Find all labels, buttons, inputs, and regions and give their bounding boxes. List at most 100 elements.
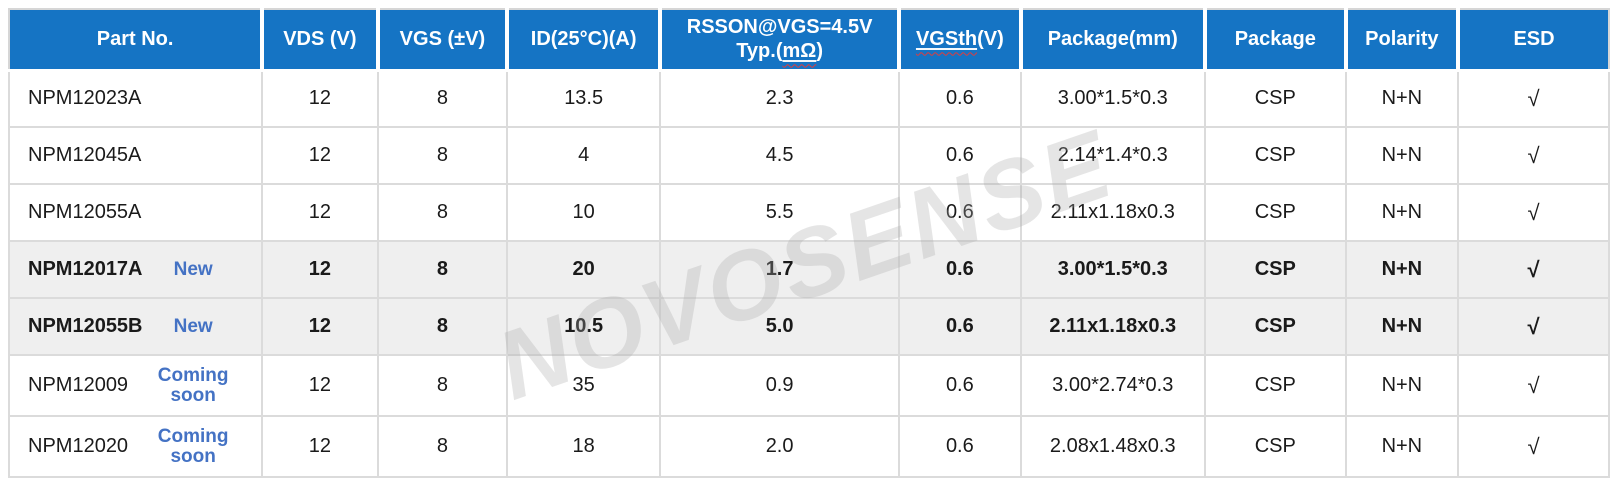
esd-checkmark: √ — [1457, 297, 1610, 356]
cell-package-mm: 3.00*1.5*0.3 — [1019, 240, 1206, 299]
cell-vgs: 8 — [376, 297, 509, 356]
cell-part-no: NPM12009 Coming soon — [7, 354, 264, 417]
cell-id: 4 — [506, 126, 662, 185]
cell-rsson: 2.0 — [659, 415, 901, 478]
part-number: NPM12017A — [28, 258, 143, 280]
coming-soon-badge: Coming soon — [157, 364, 229, 406]
cell-package: CSP — [1203, 415, 1347, 478]
rsson-typ-suffix: ) — [816, 40, 823, 63]
rsson-header-line2: Typ.(mΩ) — [666, 39, 893, 63]
part-number: NPM12055A — [28, 201, 142, 223]
cell-rsson: 0.9 — [659, 354, 901, 417]
rsson-header-line1: RSSON@VGS=4.5V — [686, 16, 873, 39]
rsson-typ-prefix: Typ.( — [736, 40, 783, 63]
cell-vds: 12 — [261, 415, 379, 478]
esd-checkmark: √ — [1457, 354, 1610, 417]
esd-checkmark: √ — [1457, 240, 1610, 299]
cell-vgs: 8 — [376, 415, 509, 478]
cell-rsson: 4.5 — [659, 126, 901, 185]
table-row-highlighted: NPM12055B New 12 8 10.5 5.0 0.6 2.11x1.18… — [7, 297, 1610, 356]
cell-polarity: N+N — [1344, 240, 1460, 299]
cell-part-no: NPM12017A New — [7, 240, 264, 299]
cell-vgs: 8 — [376, 240, 509, 299]
table-row-highlighted: NPM12017A New 12 8 20 1.7 0.6 3.00*1.5*0.… — [7, 240, 1610, 299]
cell-vgsth: 0.6 — [898, 415, 1022, 478]
parts-spec-table: Part No. VDS (V) VGS (±V) ID(25°C)(A) RS… — [7, 8, 1610, 478]
cell-polarity: N+N — [1344, 126, 1460, 185]
cell-vgsth: 0.6 — [898, 297, 1022, 356]
cell-rsson: 5.5 — [659, 183, 901, 242]
cell-package-mm: 2.08x1.48x0.3 — [1019, 415, 1206, 478]
cell-package: CSP — [1203, 183, 1347, 242]
column-header-vgs: VGS (±V) — [375, 9, 508, 72]
esd-checkmark: √ — [1457, 183, 1610, 242]
part-number: NPM12045A — [28, 144, 142, 166]
column-header-vds: VDS (V) — [260, 9, 378, 72]
vgsth-unit: (V) — [977, 28, 1004, 51]
cell-package: CSP — [1203, 240, 1347, 299]
coming-soon-badge: Coming soon — [157, 425, 229, 467]
cell-vgs: 8 — [376, 183, 509, 242]
cell-vds: 12 — [261, 297, 379, 356]
new-badge: New — [173, 315, 213, 337]
column-header-rsson: RSSON@VGS=4.5V Typ.(mΩ) — [658, 9, 900, 72]
column-header-vgsth: VGSth(V) — [897, 9, 1021, 72]
cell-vgs: 8 — [376, 354, 509, 417]
cell-vds: 12 — [261, 183, 379, 242]
cell-polarity: N+N — [1344, 354, 1460, 417]
cell-vgsth: 0.6 — [898, 354, 1022, 417]
new-badge: New — [173, 258, 213, 280]
table-row: NPM12055A 12 8 10 5.5 0.6 2.11x1.18x0.3 … — [7, 183, 1610, 242]
column-header-package-mm: Package(mm) — [1018, 9, 1205, 72]
cell-package-mm: 2.11x1.18x0.3 — [1019, 183, 1206, 242]
cell-package: CSP — [1203, 354, 1347, 417]
cell-id: 10 — [506, 183, 662, 242]
column-header-polarity: Polarity — [1343, 9, 1459, 72]
cell-rsson: 5.0 — [659, 297, 901, 356]
part-number: NPM12009 — [28, 374, 129, 396]
column-header-esd: ESD — [1456, 9, 1609, 72]
cell-vgsth: 0.6 — [898, 69, 1022, 128]
table-row: NPM12023A 12 8 13.5 2.3 0.6 3.00*1.5*0.3… — [7, 69, 1610, 128]
column-header-package: Package — [1202, 9, 1346, 72]
cell-part-no: NPM12055A — [7, 183, 264, 242]
cell-package: CSP — [1203, 297, 1347, 356]
cell-part-no: NPM12023A — [7, 69, 264, 128]
header-row: Part No. VDS (V) VGS (±V) ID(25°C)(A) RS… — [9, 9, 1609, 72]
cell-package-mm: 3.00*1.5*0.3 — [1019, 69, 1206, 128]
vgsth-word-misspelled: VGSth — [915, 28, 978, 51]
column-header-id: ID(25°C)(A) — [505, 9, 661, 72]
rsson-unit-misspelled: mΩ — [782, 40, 817, 63]
part-number: NPM12020 — [28, 435, 129, 457]
table-row: NPM12045A 12 8 4 4.5 0.6 2.14*1.4*0.3 CS… — [7, 126, 1610, 185]
cell-vds: 12 — [261, 126, 379, 185]
cell-package: CSP — [1203, 126, 1347, 185]
cell-part-no: NPM12045A — [7, 126, 264, 185]
cell-vds: 12 — [261, 69, 379, 128]
cell-package-mm: 2.14*1.4*0.3 — [1019, 126, 1206, 185]
cell-vgsth: 0.6 — [898, 183, 1022, 242]
cell-vgs: 8 — [376, 69, 509, 128]
part-number: NPM12055B — [28, 315, 143, 337]
cell-id: 10.5 — [506, 297, 662, 356]
esd-checkmark: √ — [1457, 69, 1610, 128]
cell-polarity: N+N — [1344, 183, 1460, 242]
table-row: NPM12009 Coming soon 12 8 35 0.9 0.6 3.00… — [7, 354, 1610, 417]
cell-id: 20 — [506, 240, 662, 299]
cell-vgs: 8 — [376, 126, 509, 185]
table-row: NPM12020 Coming soon 12 8 18 2.0 0.6 2.08… — [7, 415, 1610, 478]
cell-polarity: N+N — [1344, 415, 1460, 478]
cell-polarity: N+N — [1344, 297, 1460, 356]
cell-part-no: NPM12020 Coming soon — [7, 415, 264, 478]
cell-vds: 12 — [261, 354, 379, 417]
cell-vgsth: 0.6 — [898, 126, 1022, 185]
cell-id: 18 — [506, 415, 662, 478]
part-number: NPM12023A — [28, 87, 142, 110]
cell-package-mm: 2.11x1.18x0.3 — [1019, 297, 1206, 356]
cell-package-mm: 3.00*2.74*0.3 — [1019, 354, 1206, 417]
cell-id: 35 — [506, 354, 662, 417]
esd-checkmark: √ — [1457, 415, 1610, 478]
column-header-part-no: Part No. — [9, 9, 263, 72]
cell-rsson: 2.3 — [659, 69, 901, 128]
